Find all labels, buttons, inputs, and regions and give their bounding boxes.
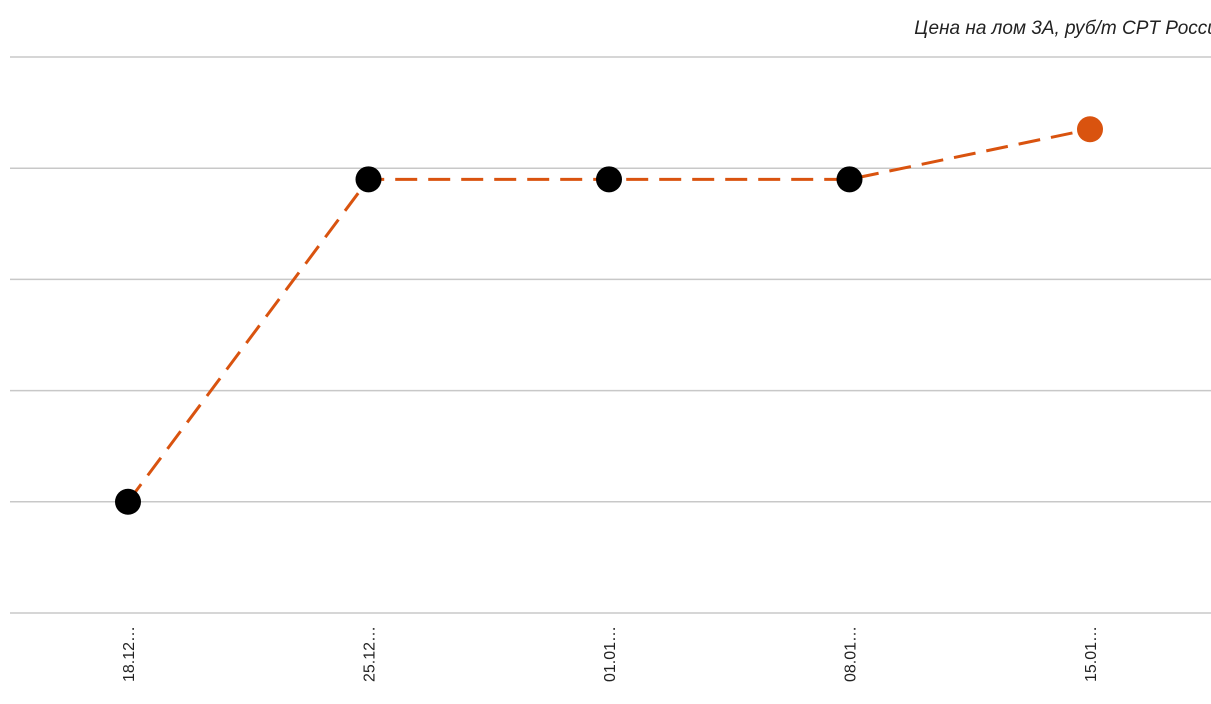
x-tick-label: 15.01… [1083,626,1100,682]
marker [115,488,141,515]
x-tick-label: 08.01… [843,626,860,682]
marker [596,166,622,193]
x-tick-label: 01.01… [602,626,619,682]
x-tick-label: 25.12… [362,626,379,682]
x-tick-label: 18.12… [121,626,138,682]
marker [355,166,382,193]
chart-title: Цена на лом 3А, руб/т CPT Россия [914,18,1211,39]
marker [836,166,863,193]
marker [1077,116,1103,143]
